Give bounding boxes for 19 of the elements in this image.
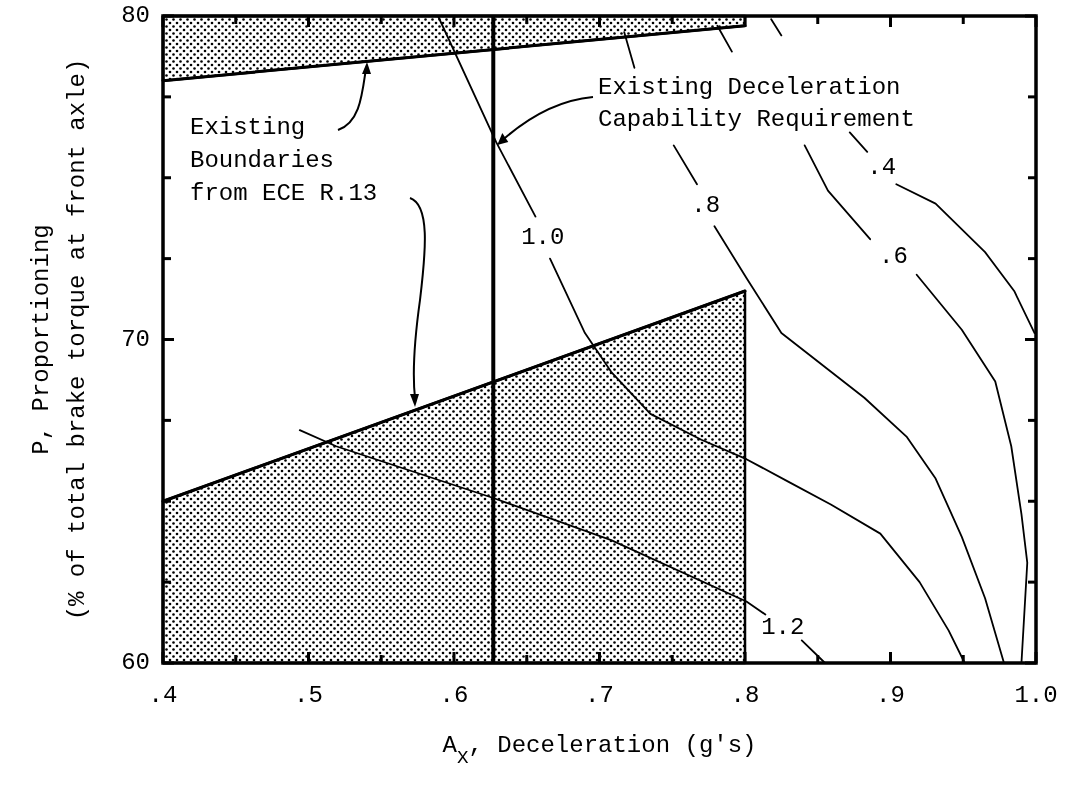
y-tick-label: 80 bbox=[121, 2, 150, 30]
series-label: .6 bbox=[879, 243, 908, 271]
y-axis-title: P, Proportioning (% of total brake torque at front axle) bbox=[28, 58, 92, 621]
x-tick-label: .5 bbox=[294, 682, 323, 709]
x-tick-label: .4 bbox=[148, 682, 178, 709]
y-tick-label: 60 bbox=[121, 649, 150, 677]
annotation: Existing Boundaries from ECE R.13 bbox=[190, 114, 378, 208]
x-tick-label: 1.0 bbox=[1014, 682, 1058, 709]
x-tick-label: .7 bbox=[585, 682, 614, 709]
series-label: 1.0 bbox=[521, 223, 565, 251]
series-label: .4 bbox=[867, 154, 897, 182]
x-tick-label: .6 bbox=[439, 682, 469, 709]
ref-line-label: Existing Deceleration Capability Requirement bbox=[598, 74, 915, 134]
series-label: .8 bbox=[691, 191, 721, 219]
x-tick-label: .8 bbox=[730, 682, 760, 709]
x-tick-label: .9 bbox=[876, 682, 905, 709]
series-label: 1.2 bbox=[761, 613, 805, 641]
x-axis-title: A$_{X}$, Deceleration (g's) bbox=[442, 732, 757, 769]
y-tick-label: 70 bbox=[121, 325, 150, 353]
